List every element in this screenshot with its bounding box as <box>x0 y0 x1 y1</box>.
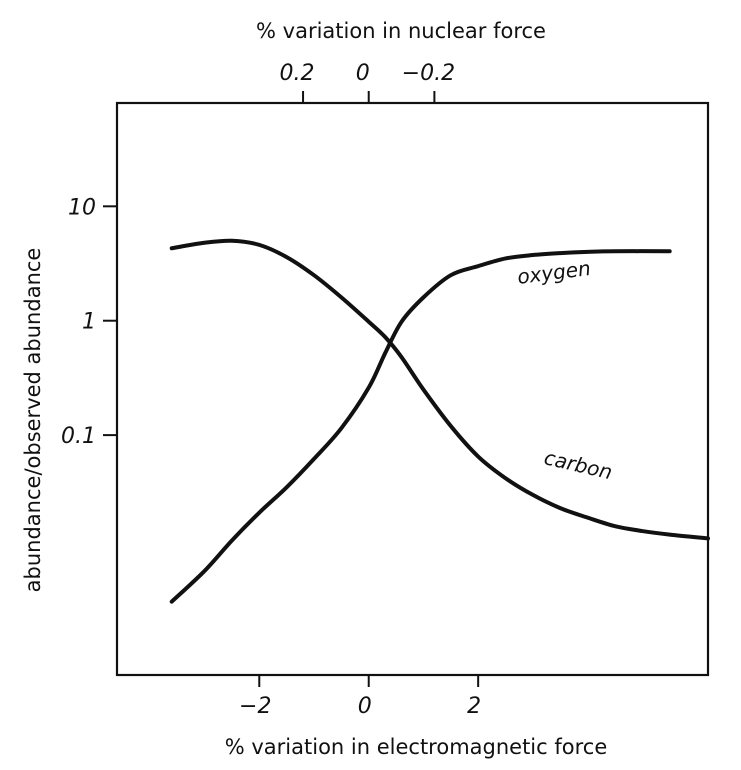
carbon-label: carbon <box>542 445 615 484</box>
y-tick-label: 1 <box>82 310 96 335</box>
x-tick-label: −2 <box>239 694 271 719</box>
y-tick-label: 10 <box>68 195 96 220</box>
x-tick-label: 0 <box>358 694 372 719</box>
x-axis-title: % variation in electromagnetic force <box>225 735 608 759</box>
carbon-curve <box>169 238 710 541</box>
oxygen-label: oxygen <box>516 256 592 289</box>
label-layer: oxygen carbon <box>516 256 615 484</box>
x2-tick-label: 0.2 <box>280 61 315 86</box>
oxygen-curve <box>169 249 672 604</box>
x-tick-label: 2 <box>467 694 481 719</box>
x2-tick-label: 0 <box>356 61 370 86</box>
axis-layer: −2 0 2 0.2 0 −0.2 10 1 0.1 <box>61 61 481 719</box>
x2-tick-label: −0.2 <box>402 61 455 86</box>
plot-frame <box>115 101 710 677</box>
curve-layer <box>169 238 710 604</box>
y-tick-label: 0.1 <box>61 424 96 449</box>
y-axis-title: abundance/observed abundance <box>21 248 45 593</box>
x2-axis-title: % variation in nuclear force <box>256 19 546 43</box>
